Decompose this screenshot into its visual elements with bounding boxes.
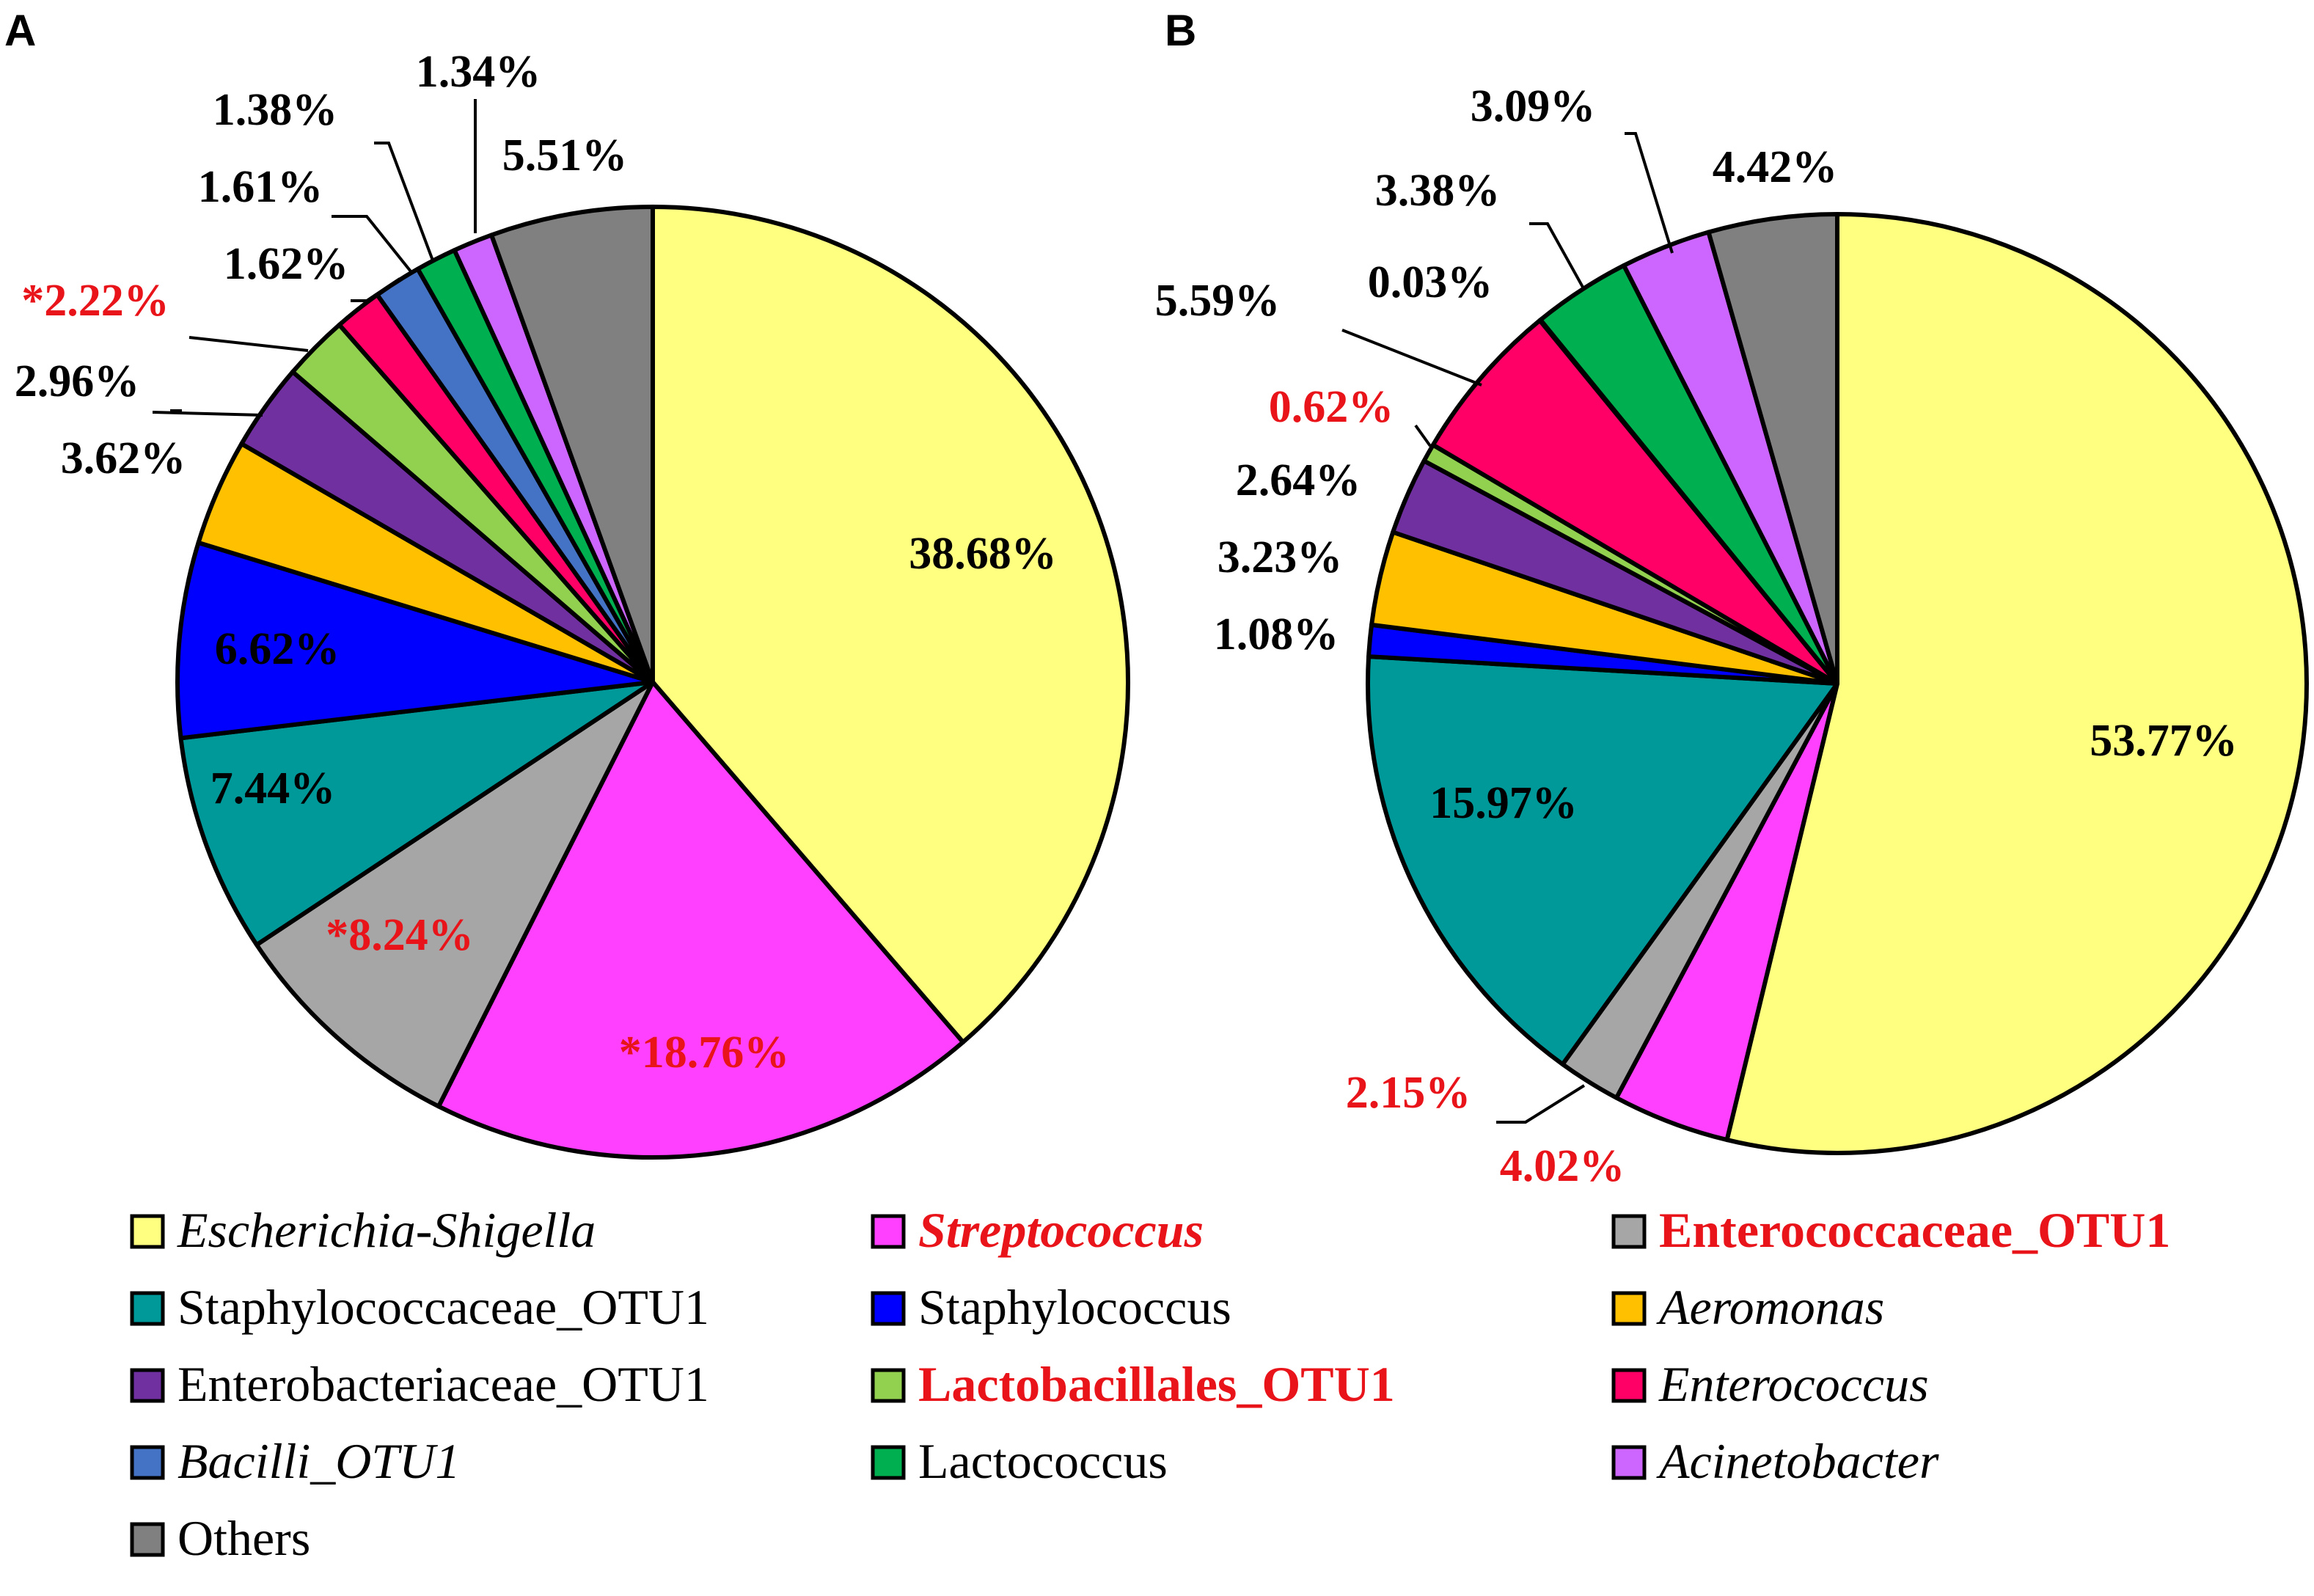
pie-slice-enterococcaceae-otu1 [254, 680, 655, 1109]
leader-line [1529, 222, 1586, 290]
data-label: 1.38% [213, 85, 338, 135]
pie-slice-staphylococcaceae-otu1 [178, 680, 655, 948]
legend-swatch [871, 1368, 906, 1403]
legend-swatch [1611, 1214, 1647, 1249]
legend-item: Enterococcus [1611, 1356, 1929, 1412]
legend-swatch [130, 1214, 165, 1249]
data-label: 53.77% [2090, 716, 2238, 766]
legend-swatch [130, 1445, 165, 1480]
legend-label: Others [177, 1510, 310, 1566]
leader-line [1414, 424, 1432, 447]
data-label: 0.03% [1368, 257, 1493, 307]
data-label: 4.42% [1713, 142, 1838, 192]
legend-item: Acinetobacter [1611, 1433, 1939, 1489]
leader-line [374, 142, 434, 261]
legend-swatch [1611, 1368, 1647, 1403]
data-label: 1.08% [1214, 610, 1339, 659]
data-label: 6.62% [215, 624, 340, 674]
data-label: 5.51% [502, 131, 628, 180]
data-label: 38.68% [909, 529, 1057, 579]
data-label: 3.62% [61, 433, 186, 483]
data-label: 1.34% [416, 47, 541, 97]
pie-slice-staphylococcaceae-otu1 [1366, 654, 1839, 1067]
legend-item: Streptococcus [871, 1202, 1204, 1258]
leader-line [351, 277, 401, 302]
legend-swatch [1611, 1291, 1647, 1326]
data-label: *2.22% [21, 276, 169, 326]
data-label: 0.62% [1269, 382, 1394, 432]
legend-item: Staphylococcaceae_OTU1 [130, 1279, 709, 1335]
legend-label: Enterococcus [1658, 1356, 1929, 1412]
legend-item: Enterococcaceae_OTU1 [1611, 1202, 2170, 1258]
pie-chart-b: 53.77% 4.02% 2.15% 15.97% 1.08% 3.23% 2.64% 0.6… [1155, 81, 2309, 1191]
pie-slice-others [1706, 212, 1839, 686]
data-label: 1.62% [224, 239, 349, 289]
legend-swatch [871, 1214, 906, 1249]
data-label: 3.09% [1471, 81, 1596, 131]
data-label: 2.15% [1346, 1068, 1471, 1118]
pie-slice-others [489, 205, 655, 684]
leader-line [188, 336, 309, 352]
data-label: 3.38% [1375, 166, 1501, 216]
pie-slice-escherichia-shigella [651, 205, 1130, 1044]
legend-label: Acinetobacter [1656, 1433, 1939, 1489]
pie-slice-staphylococcus [175, 540, 655, 741]
legend-label: Bacilli_OTU1 [177, 1433, 460, 1489]
legend-label: Enterococcaceae_OTU1 [1659, 1202, 2170, 1258]
legend-swatch [871, 1445, 906, 1480]
legend-item: Lactobacillales_OTU1 [871, 1356, 1395, 1412]
data-label: *18.76% [619, 1028, 790, 1077]
data-label: 3.23% [1218, 532, 1343, 582]
legend-label: Staphylococcus [918, 1279, 1231, 1335]
legend-item: Bacilli_OTU1 [130, 1433, 460, 1489]
legend-label: Lactococcus [918, 1433, 1168, 1489]
pie-slice-streptococcus [436, 680, 966, 1160]
legend-item: Aeromonas [1611, 1279, 1884, 1335]
leader-line [152, 411, 263, 417]
data-label: 15.97% [1429, 778, 1578, 828]
legend-label: Streptococcus [918, 1202, 1204, 1258]
legend-label: Escherichia-Shigella [177, 1202, 596, 1258]
data-label: 4.02% [1500, 1141, 1625, 1191]
legend-item: Enterobacteriaceae_OTU1 [130, 1356, 709, 1412]
legend-item: Staphylococcus [871, 1279, 1231, 1335]
panel-b-letter: B [1165, 6, 1196, 55]
legend-label: Staphylococcaceae_OTU1 [177, 1279, 709, 1335]
data-label: *8.24% [326, 910, 474, 960]
panel-a-letter: A [4, 6, 36, 55]
legend-swatch [130, 1522, 165, 1557]
legend-swatch [130, 1368, 165, 1403]
legend-label: Enterobacteriaceae_OTU1 [177, 1356, 709, 1412]
data-label: 1.61% [198, 162, 323, 212]
leader-line [332, 215, 412, 273]
legend-swatch [1611, 1445, 1647, 1480]
pie-chart-a: 38.68% *18.76% *8.24% 7.44% 6.62% 3.62% 2.96% *… [15, 47, 1130, 1160]
legend-label: Lactobacillales_OTU1 [918, 1356, 1395, 1412]
legend-swatch [130, 1291, 165, 1326]
legend-swatch [871, 1291, 906, 1326]
data-label: 5.59% [1155, 276, 1281, 326]
pie-slice-enterococcus [1430, 318, 1839, 686]
leader-line [1496, 1084, 1586, 1124]
leader-line [1341, 329, 1482, 387]
pie-slice-escherichia-shigella [1724, 212, 2309, 1155]
leader-line [1625, 132, 1674, 254]
legend-item: Others [130, 1510, 310, 1566]
legend-item: Lactococcus [871, 1433, 1168, 1489]
legend-item: Escherichia-Shigella [130, 1202, 596, 1258]
legend: Escherichia-Shigella Streptococcus Enteroc… [130, 1202, 2170, 1566]
data-label: 2.96% [15, 356, 140, 406]
legend-label: Aeromonas [1656, 1279, 1884, 1335]
data-label: 7.44% [210, 764, 336, 813]
data-label: 2.64% [1236, 455, 1361, 505]
